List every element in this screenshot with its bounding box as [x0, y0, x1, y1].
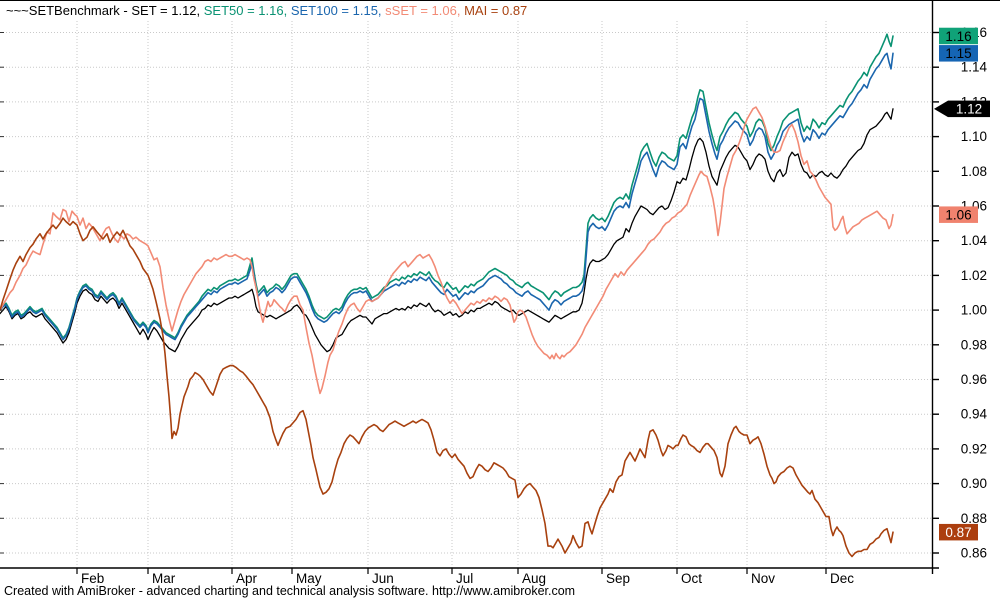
price-tag-1.16: 1.16 [939, 27, 978, 45]
svg-text:0.88: 0.88 [961, 511, 987, 526]
svg-text:Jul: Jul [456, 571, 473, 586]
svg-text:Dec: Dec [830, 571, 854, 586]
series-sset [0, 106, 894, 395]
svg-text:Mar: Mar [152, 571, 176, 586]
svg-text:1.12: 1.12 [956, 102, 982, 117]
svg-text:1.14: 1.14 [961, 60, 988, 75]
svg-text:0.87: 0.87 [945, 525, 971, 540]
price-tag-1.06: 1.06 [939, 206, 978, 223]
svg-text:Feb: Feb [81, 571, 104, 586]
grid-layer [0, 21, 932, 568]
series-set [0, 108, 894, 353]
price-tag-1.12: 1.12 [934, 100, 990, 118]
svg-text:0.86: 0.86 [961, 546, 987, 561]
price-tags: 1.16 1.15 1.12 1.06 0.87 [934, 27, 990, 541]
title-segment-1: SET50 = 1.16, [203, 3, 291, 18]
svg-text:Apr: Apr [236, 571, 258, 586]
x-axis-labels: Feb Mar Apr May Jun Jul Aug Sep Oct Nov Dec [81, 571, 854, 586]
svg-text:1.16: 1.16 [945, 29, 971, 44]
title-segment-3: sSET = 1.06, [385, 3, 465, 18]
series-layer [0, 33, 894, 558]
svg-text:0.94: 0.94 [961, 407, 988, 422]
svg-text:Nov: Nov [751, 571, 775, 586]
svg-text:1.06: 1.06 [945, 207, 971, 222]
title-segment-2: SET100 = 1.15, [290, 3, 386, 18]
svg-text:1.00: 1.00 [961, 303, 987, 318]
svg-text:1.08: 1.08 [961, 164, 987, 179]
svg-text:Oct: Oct [681, 571, 702, 586]
svg-text:Jun: Jun [372, 571, 394, 586]
series-mai [0, 217, 894, 558]
chart-title: ~~~SETBenchmark - SET = 1.12, SET50 = 1.… [6, 3, 527, 18]
svg-text:0.90: 0.90 [961, 476, 987, 491]
price-tag-0.87: 0.87 [939, 523, 978, 541]
svg-text:1.02: 1.02 [961, 268, 987, 283]
series-set100 [0, 52, 894, 341]
axis-layer [0, 1, 939, 574]
svg-text:Sep: Sep [606, 571, 630, 586]
svg-text:1.04: 1.04 [961, 233, 988, 248]
svg-text:0.92: 0.92 [961, 441, 987, 456]
svg-text:1.15: 1.15 [945, 46, 971, 61]
svg-text:0.98: 0.98 [961, 337, 987, 352]
svg-text:0.96: 0.96 [961, 372, 987, 387]
svg-text:Aug: Aug [522, 571, 546, 586]
svg-text:May: May [296, 571, 322, 586]
svg-text:1.10: 1.10 [961, 129, 987, 144]
title-segment-4: MAI = 0.87 [464, 3, 528, 18]
price-tag-1.15: 1.15 [939, 45, 978, 62]
title-segment-0: ~~~SETBenchmark - SET = 1.12, [6, 3, 204, 18]
amibroker-credit: Created with AmiBroker - advanced charti… [4, 584, 576, 598]
series-set50 [0, 33, 894, 339]
